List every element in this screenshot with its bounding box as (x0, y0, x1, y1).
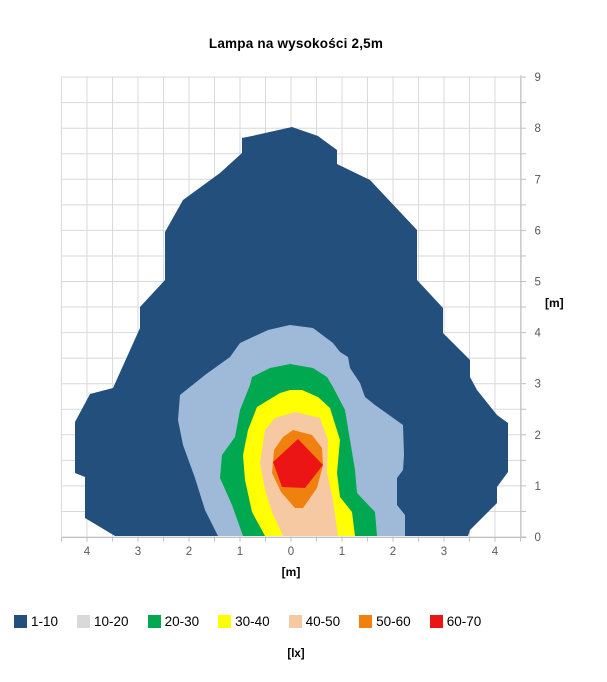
legend-item-30-40: 30-40 (218, 614, 270, 629)
contour-band-60-70lx (273, 439, 323, 488)
legend-swatch (359, 615, 373, 628)
legend-label: 60-70 (446, 614, 482, 629)
legend-item-10-20: 10-20 (77, 614, 129, 629)
legend-item-1-10: 1-10 (14, 614, 58, 629)
legend-label: 40-50 (305, 614, 341, 629)
y-tick-label: 8 (535, 123, 541, 135)
x-tick-label: 2 (390, 546, 396, 558)
legend-label: 50-60 (376, 614, 411, 629)
y-tick-label: 9 (535, 72, 541, 84)
y-tick-label: 4 (535, 328, 542, 340)
legend: 1-10 10-20 20-30 30-40 40-50 50-60 60-70 (14, 614, 481, 629)
legend-unit-label: [lx] (287, 648, 305, 660)
y-tick-label: 0 (535, 532, 541, 544)
legend-item-40-50: 40-50 (288, 614, 341, 629)
y-tick-label: 2 (535, 430, 541, 442)
x-tick-label: 3 (135, 546, 141, 558)
x-tick-label: 1 (237, 546, 243, 558)
y-tick-label: 7 (535, 174, 541, 186)
contour-plot-area: 4 3 2 1 0 1 2 3 4 0 1 2 3 4 5 6 7 8 9 (61, 72, 542, 558)
legend-item-60-70: 60-70 (429, 614, 482, 629)
chart-title: Lampa na wysokości 2,5m (208, 36, 384, 51)
y-tick-label: 5 (535, 277, 541, 289)
legend-swatch (147, 615, 161, 628)
y-axis-unit-label: [m] (545, 296, 564, 310)
legend-item-50-60: 50-60 (359, 614, 411, 629)
legend-label: 20-30 (164, 614, 200, 629)
x-tick-label: 4 (84, 546, 91, 558)
y-tick-label: 3 (535, 379, 541, 391)
x-axis-unit-label: [m] (281, 565, 301, 579)
legend-swatch (14, 615, 27, 628)
legend-label: 30-40 (235, 614, 270, 629)
legend-label: 10-20 (94, 614, 129, 629)
legend-label: 1-10 (31, 614, 59, 629)
x-tick-label: 4 (492, 546, 499, 558)
legend-swatch (77, 615, 91, 628)
x-tick-label: 1 (339, 546, 345, 558)
x-tick-label: 3 (441, 546, 447, 558)
legend-swatch (218, 615, 232, 628)
y-tick-label: 1 (535, 481, 541, 493)
x-tick-label: 0 (288, 546, 294, 558)
legend-swatch (288, 615, 302, 628)
x-tick-label: 2 (186, 546, 192, 558)
legend-swatch (429, 615, 443, 628)
y-tick-label: 6 (535, 225, 541, 237)
legend-item-20-30: 20-30 (147, 614, 200, 629)
